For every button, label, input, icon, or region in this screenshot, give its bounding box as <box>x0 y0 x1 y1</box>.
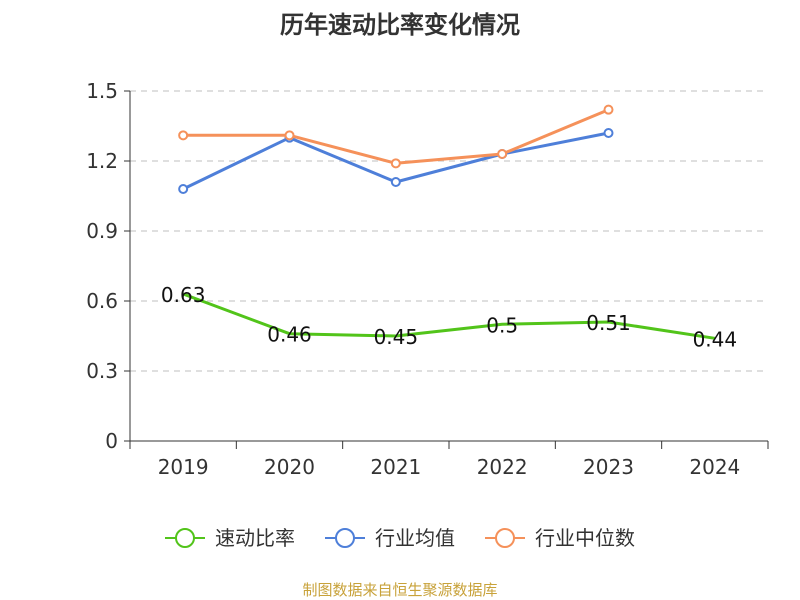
x-tick-label: 2019 <box>158 455 209 479</box>
series-point <box>603 104 614 115</box>
legend-item[interactable]: 行业中位数 <box>485 526 635 550</box>
data-label: 0.45 <box>374 325 419 349</box>
series-point <box>603 128 614 138</box>
data-label: 0.46 <box>267 323 312 347</box>
x-tick-label: 2024 <box>689 455 740 479</box>
series-point <box>390 177 401 187</box>
legend-marker <box>495 528 515 548</box>
series-point <box>284 130 295 141</box>
legend[interactable]: 速动比率 行业均值 行业中位数 <box>165 526 635 550</box>
series <box>178 104 716 340</box>
series-point <box>390 158 401 169</box>
series-point <box>497 149 508 159</box>
data-label: 0.63 <box>161 283 206 307</box>
series-line <box>182 292 716 340</box>
data-labels: 0.63 0.46 0.45 0.5 0.51 0.44 <box>161 283 737 351</box>
legend-marker <box>175 528 195 548</box>
source-note: 制图数据来自恒生聚源数据库 <box>302 581 497 599</box>
y-tick-label: 0.9 <box>86 219 118 243</box>
axes: 0 0.3 0.6 0.9 1.2 1.5 2019 2020 2021 2022 2023 2024 <box>86 79 769 479</box>
y-tick-label: 0.3 <box>86 359 118 383</box>
chart-title: 历年速动比率变化情况 <box>280 11 520 39</box>
legend-marker <box>335 528 355 548</box>
legend-item[interactable]: 速动比率 <box>165 526 295 550</box>
legend-item[interactable]: 行业均值 <box>325 526 455 550</box>
y-tick-label: 1.2 <box>86 149 118 173</box>
legend-label: 速动比率 <box>215 526 295 550</box>
data-label: 0.51 <box>586 311 631 335</box>
x-tick-label: 2020 <box>264 455 315 479</box>
x-tick-label: 2021 <box>370 455 421 479</box>
y-tick-label: 1.5 <box>86 79 118 103</box>
legend-label: 行业均值 <box>375 526 455 550</box>
x-tick-label: 2023 <box>583 455 634 479</box>
series-point <box>178 184 189 194</box>
legend-label: 行业中位数 <box>535 526 635 550</box>
data-label: 0.5 <box>486 313 518 337</box>
x-tick-label: 2022 <box>477 455 528 479</box>
gridlines <box>130 90 768 372</box>
y-tick-label: 0 <box>105 429 118 453</box>
series-line <box>183 108 610 165</box>
data-label: 0.44 <box>693 327 738 351</box>
y-tick-label: 0.6 <box>86 289 118 313</box>
series-point <box>178 130 189 141</box>
